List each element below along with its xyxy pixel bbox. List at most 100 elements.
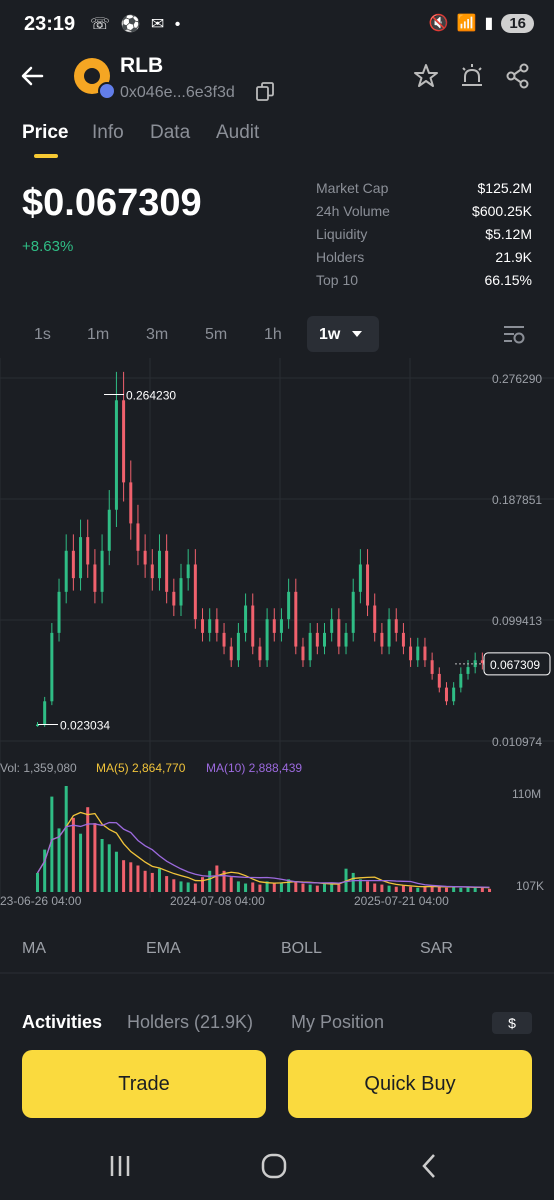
- current-price-tag: [483, 652, 551, 676]
- tab-audit[interactable]: Audit: [216, 122, 260, 143]
- candle-body: [172, 591, 176, 606]
- interval-1m[interactable]: 1m: [87, 326, 110, 343]
- volume-bar: [57, 828, 61, 892]
- recent-apps-icon[interactable]: [104, 1150, 136, 1182]
- price-chart[interactable]: 0.276290 0.187851 0.099413 0.010974 0.264230…: [0, 358, 554, 908]
- interval-1h[interactable]: 1h: [264, 326, 282, 343]
- token-address: 0x046e...6e3f3d: [120, 84, 235, 101]
- candle-body: [301, 646, 305, 661]
- indicator-ema[interactable]: EMA: [146, 940, 181, 957]
- volume-bar: [272, 883, 276, 892]
- candle-body: [122, 400, 126, 483]
- volume-bar: [244, 883, 248, 892]
- stat-value: $5.12M: [485, 226, 532, 242]
- ethereum-chain-icon: [98, 82, 116, 100]
- token-stats: Market Cap $125.2M 24h Volume $600.25K L…: [316, 180, 532, 295]
- wifi-icon: 📶: [456, 15, 477, 32]
- candles: [36, 371, 492, 727]
- current-price: $0.067309: [22, 182, 202, 224]
- home-icon[interactable]: [258, 1150, 290, 1182]
- star-icon[interactable]: [412, 62, 440, 90]
- messenger-icon: ✉: [150, 16, 168, 33]
- volume-bar: [236, 881, 240, 892]
- volume-bar: [315, 885, 319, 892]
- candle-body: [437, 673, 441, 688]
- interval-dropdown[interactable]: 1w: [307, 316, 379, 352]
- chart-settings-icon[interactable]: [502, 324, 526, 346]
- interval-3m[interactable]: 3m: [146, 326, 169, 343]
- candle-body: [244, 605, 248, 633]
- back-arrow-icon[interactable]: [18, 62, 46, 90]
- volume-bar: [416, 887, 420, 892]
- tab-info[interactable]: Info: [92, 122, 124, 143]
- candle-body: [258, 646, 262, 661]
- alert-siren-icon[interactable]: [458, 62, 486, 90]
- volume-bar: [380, 884, 384, 892]
- volume-bar: [107, 844, 111, 892]
- volume-bar: [129, 862, 133, 892]
- currency-toggle[interactable]: $: [492, 1012, 532, 1034]
- candle-body: [64, 550, 68, 592]
- tab-bar: Price Info Data Audit: [0, 122, 554, 162]
- volume-bar: [215, 865, 219, 892]
- indicator-boll[interactable]: BOLL: [281, 940, 322, 957]
- candle-body: [43, 701, 47, 725]
- candle-body: [480, 660, 484, 663]
- stat-liquidity: Liquidity $5.12M: [316, 226, 532, 249]
- interval-selected: 1w: [319, 326, 341, 343]
- candle-body: [165, 550, 169, 592]
- volume-bar: [330, 883, 334, 892]
- interval-1s[interactable]: 1s: [34, 326, 51, 343]
- candle-body: [129, 482, 133, 524]
- indicator-sar[interactable]: SAR: [420, 940, 453, 957]
- signal-icon: ▮: [484, 15, 494, 32]
- quick-buy-button[interactable]: Quick Buy: [288, 1050, 532, 1118]
- tab-price[interactable]: Price: [22, 122, 69, 143]
- volume-bar: [337, 884, 341, 892]
- y-tick-label: 0.010974: [492, 735, 542, 749]
- interval-5m[interactable]: 5m: [205, 326, 228, 343]
- trade-button[interactable]: Trade: [22, 1050, 266, 1118]
- tab-holders[interactable]: Holders (21.9K): [127, 1012, 254, 1032]
- tab-data[interactable]: Data: [150, 122, 191, 143]
- back-nav-icon[interactable]: [414, 1150, 446, 1182]
- candle-body: [430, 660, 434, 674]
- interval-selector: 1s 1m 3m 5m 1h 1w: [0, 316, 554, 354]
- volume-bar: [459, 887, 463, 892]
- volume-bar: [229, 877, 233, 892]
- candle-body: [366, 564, 370, 606]
- y-tick-label: 0.099413: [492, 614, 542, 628]
- volume-bar: [122, 860, 126, 892]
- volume-bar: [301, 883, 305, 892]
- candle-body: [79, 537, 83, 579]
- volume-bars: [36, 786, 492, 892]
- volume-bar: [351, 872, 355, 892]
- token-symbol: RLB: [120, 54, 164, 77]
- low-annotation: 0.023034: [60, 718, 110, 732]
- candle-body: [251, 605, 255, 647]
- tab-my-position[interactable]: My Position: [291, 1012, 385, 1032]
- volume-bar: [193, 883, 197, 892]
- volume-bar: [251, 882, 255, 892]
- candle-body: [279, 619, 283, 633]
- volume-bar: [480, 887, 484, 892]
- volume-y-tick: 110M: [512, 787, 541, 801]
- volume-bar: [186, 882, 190, 892]
- candle-body: [50, 632, 54, 702]
- share-icon[interactable]: [504, 62, 532, 90]
- candle-body: [272, 619, 276, 633]
- volume-bar: [100, 839, 104, 892]
- viber-icon: ☏: [90, 16, 114, 33]
- volume-bar: [373, 883, 377, 892]
- candle-body: [201, 619, 205, 633]
- token-logo: [74, 58, 110, 94]
- volume-bar: [165, 876, 169, 892]
- candle-body: [229, 646, 233, 661]
- stat-label: Holders: [316, 249, 365, 265]
- copy-icon[interactable]: [256, 82, 274, 102]
- indicator-ma[interactable]: MA: [22, 940, 46, 957]
- tab-activities[interactable]: Activities: [22, 1012, 103, 1032]
- volume-bar: [279, 882, 283, 892]
- volume-bar: [157, 868, 161, 892]
- activity-tabs: Activities Holders (21.9K) My Position: [0, 1012, 554, 1038]
